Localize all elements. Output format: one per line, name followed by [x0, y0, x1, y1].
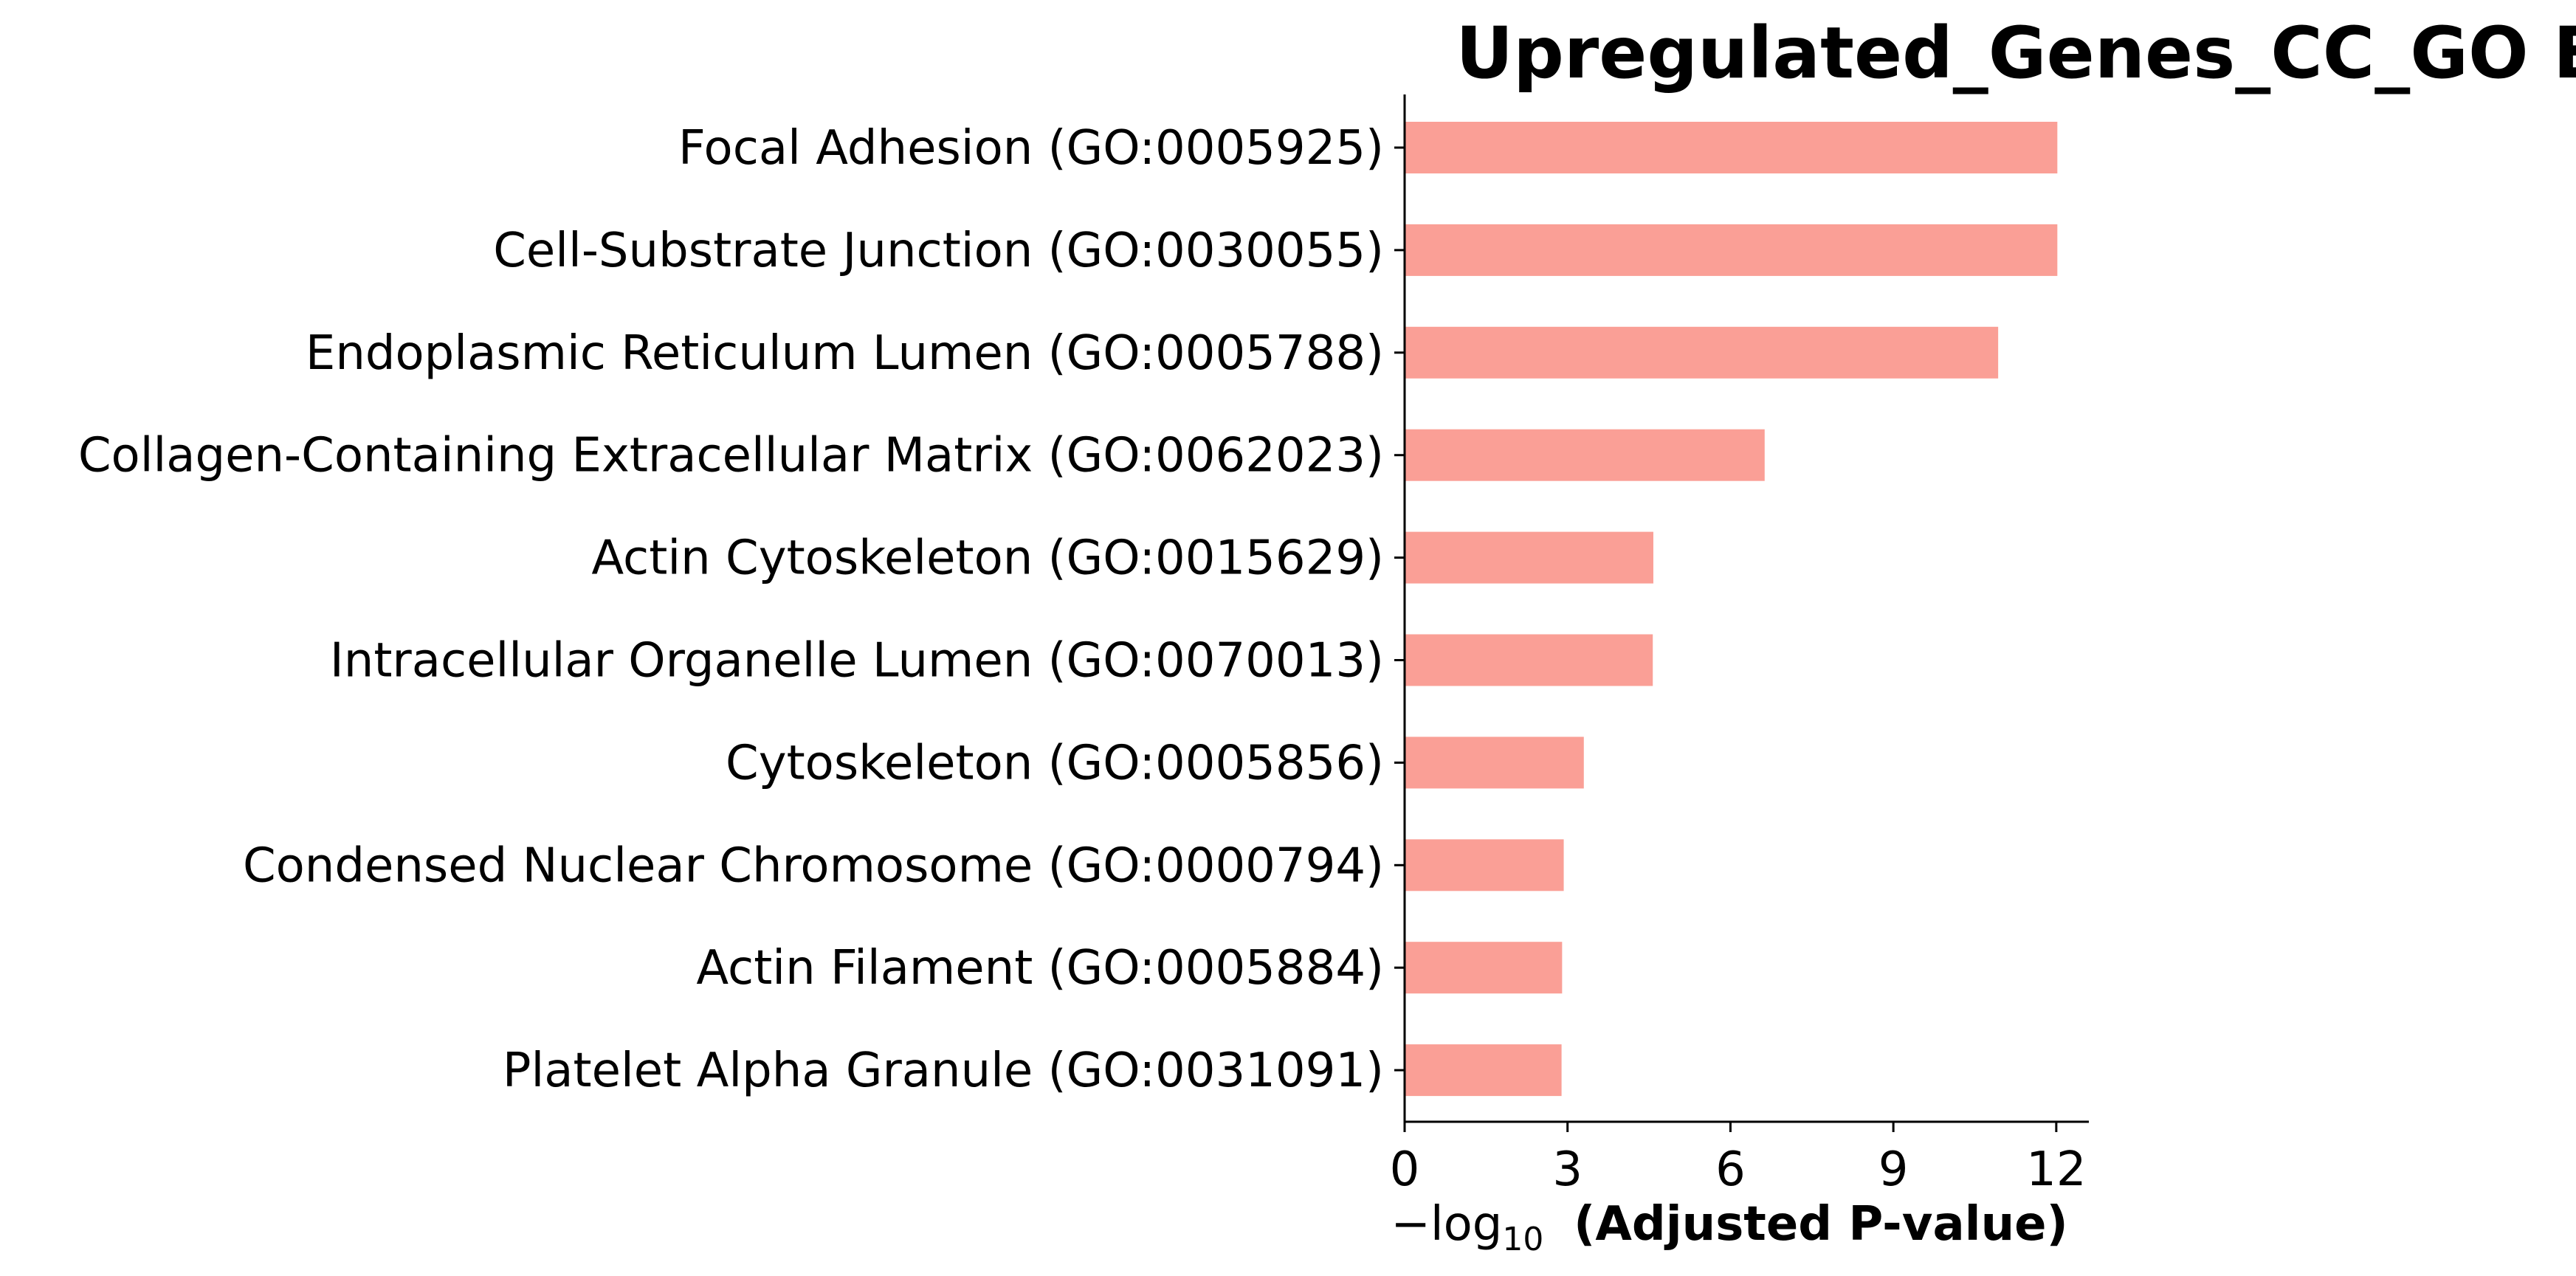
category-label: Collagen-Containing Extracellular Matrix… [78, 429, 1384, 483]
category-label: Cell-Substrate Junction (GO:0030055) [493, 224, 1384, 278]
bar [1405, 122, 2058, 173]
x-axis-label-subscript: 10 [1502, 1221, 1543, 1258]
category-label: Platelet Alpha Granule (GO:0031091) [503, 1044, 1384, 1098]
x-tick-label: 0 [1390, 1142, 1420, 1197]
bar [1405, 326, 1999, 379]
bar [1405, 839, 1564, 892]
x-tick-label: 6 [1715, 1142, 1746, 1197]
bar [1405, 531, 1653, 584]
x-tick-label: 9 [1878, 1142, 1909, 1197]
category-label: Actin Cytoskeleton (GO:0015629) [591, 531, 1384, 586]
x-axis-label: −log10 (Adjusted P-value) [1391, 1197, 2068, 1258]
bar [1405, 429, 1765, 481]
bar [1405, 737, 1584, 789]
x-axis-label-suffix: (Adjusted P-value) [1574, 1197, 2068, 1252]
x-ticks-group: 0 3 6 9 12 [1390, 1122, 2087, 1197]
x-axis-label-prefix: −log [1391, 1197, 1502, 1252]
bar [1405, 942, 1563, 994]
category-label: Focal Adhesion (GO:0005925) [678, 121, 1384, 176]
x-tick-label: 12 [2026, 1142, 2086, 1197]
bar [1405, 634, 1653, 686]
category-label: Cytoskeleton (GO:0005856) [726, 736, 1384, 790]
chart-title: Upregulated_Genes_CC_GO Enrichment [1456, 12, 2576, 94]
category-label: Endoplasmic Reticulum Lumen (GO:0005788) [306, 326, 1384, 381]
category-label: Intracellular Organelle Lumen (GO:007001… [330, 634, 1384, 689]
bars-group [1405, 122, 2058, 1097]
category-labels-group: Focal Adhesion (GO:0005925) Cell-Substrat… [78, 121, 1405, 1098]
bar [1405, 224, 2058, 276]
x-tick-label: 3 [1552, 1142, 1583, 1197]
bar [1405, 1044, 1562, 1097]
category-label: Actin Filament (GO:0005884) [696, 941, 1384, 996]
category-label: Condensed Nuclear Chromosome (GO:0000794… [243, 838, 1384, 893]
